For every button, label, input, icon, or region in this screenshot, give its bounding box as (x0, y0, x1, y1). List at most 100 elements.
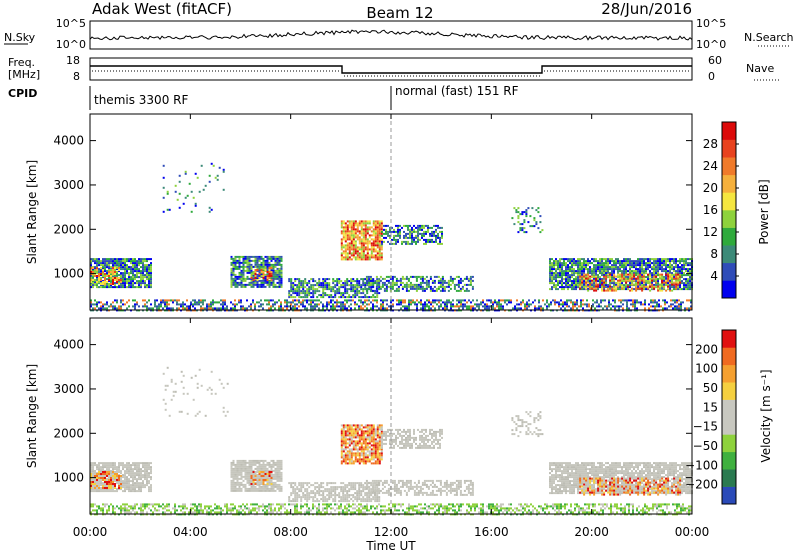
power-echo-cell (675, 276, 677, 278)
velocity-echo-cell (241, 472, 243, 474)
power-echo-cell (551, 258, 553, 260)
power-echo-cell (661, 282, 663, 284)
power-echo-cell (435, 225, 437, 227)
power-echo-cell (355, 234, 357, 236)
power-echo-cell (635, 260, 637, 262)
velocity-echo-cell (122, 486, 124, 488)
power-echo-cell (551, 282, 553, 284)
power-echo-cell (253, 266, 255, 268)
power-echo-cell (241, 276, 243, 278)
power-echo-cell (559, 286, 561, 288)
freq-trace (90, 66, 692, 73)
velocity-echo-cell (124, 482, 126, 484)
power-echo-cell (395, 225, 397, 227)
power-echo-cell (583, 278, 585, 280)
velocity-echo-cell (235, 474, 237, 476)
power-echo-cell (361, 228, 363, 230)
power-echo-cell (411, 235, 413, 237)
power-echo-cell (361, 242, 363, 244)
power-echo-cell (514, 305, 516, 307)
velocity-echo-cell (98, 482, 100, 484)
velocity-echo-cell (96, 468, 98, 470)
power-echo-cell (110, 303, 112, 305)
power-echo-cell (118, 283, 120, 285)
power-echo-cell (555, 270, 557, 272)
power-echo-cell (318, 280, 320, 282)
power-echo-cell (352, 286, 354, 288)
power-echo-cell (633, 270, 635, 272)
power-echo-cell (645, 280, 647, 282)
power-echo-cell (462, 280, 464, 282)
power-echo-cell (273, 282, 275, 284)
power-echo-cell (454, 284, 456, 286)
power-echo-cell (382, 303, 384, 305)
power-echo-cell (154, 305, 156, 307)
power-echo-cell (452, 299, 454, 301)
power-echo-cell (150, 258, 152, 260)
power-echo-cell (601, 268, 603, 270)
power-echo-cell (575, 278, 577, 280)
power-echo-cell (581, 268, 583, 270)
power-echo-cell (281, 270, 283, 272)
power-echo-cell (284, 305, 286, 307)
power-echo-cell (368, 286, 370, 288)
power-echo-cell (346, 280, 348, 282)
power-echo-cell (298, 305, 300, 307)
power-echo-cell (603, 270, 605, 272)
power-echo-cell (614, 307, 616, 309)
power-echo-cell (278, 299, 280, 301)
power-echo-cell (492, 301, 494, 303)
power-echo-cell (571, 280, 573, 282)
power-echo-cell (623, 280, 625, 282)
power-echo-cell (470, 284, 472, 286)
power-echo-cell (619, 286, 621, 288)
power-echo-cell (683, 282, 685, 284)
power-echo-cell (371, 226, 373, 228)
power-echo-cell (635, 278, 637, 280)
power-echo-cell (605, 266, 607, 268)
power-echo-cell (120, 299, 122, 301)
power-echo-cell (364, 301, 366, 303)
power-echo-cell (557, 260, 559, 262)
power-echo-cell (533, 217, 535, 219)
power-echo-cell (363, 248, 365, 250)
power-echo-cell (573, 282, 575, 284)
power-echo-cell (397, 235, 399, 237)
power-echo-cell (625, 266, 627, 268)
power-echo-cell (659, 284, 661, 286)
power-echo-cell (138, 305, 140, 307)
power-echo-cell (470, 307, 472, 309)
power-echo-cell (235, 262, 237, 264)
power-echo-cell (627, 260, 629, 262)
power-echo-cell (376, 276, 378, 278)
power-echo-cell (565, 262, 567, 264)
velocity-echo-cell (138, 472, 140, 474)
power-echo-cell (219, 167, 221, 169)
power-echo-cell (236, 303, 238, 305)
power-echo-cell (322, 294, 324, 296)
velocity-echo-cell (108, 487, 110, 489)
power-echo-cell (281, 276, 283, 278)
power-echo-cell (659, 274, 661, 276)
power-colorbar-tick-label: 12 (703, 225, 718, 239)
power-echo-cell (233, 278, 235, 280)
power-echo-cell (673, 278, 675, 280)
power-echo-cell (546, 305, 548, 307)
power-echo-cell (242, 305, 244, 307)
power-echo-cell (633, 284, 635, 286)
power-echo-cell (381, 238, 383, 240)
power-echo-cell (148, 266, 150, 268)
power-echo-cell (350, 296, 352, 298)
power-echo-cell (434, 299, 436, 301)
power-echo-cell (433, 235, 435, 237)
power-echo-cell (372, 284, 374, 286)
velocity-echo-cell (134, 488, 136, 490)
power-echo-cell (519, 213, 521, 215)
power-echo-cell (377, 250, 379, 252)
power-echo-cell (423, 243, 425, 245)
power-echo-cell (480, 301, 482, 303)
power-echo-cell (386, 284, 388, 286)
power-echo-cell (361, 244, 363, 246)
power-echo-cell (334, 294, 336, 296)
